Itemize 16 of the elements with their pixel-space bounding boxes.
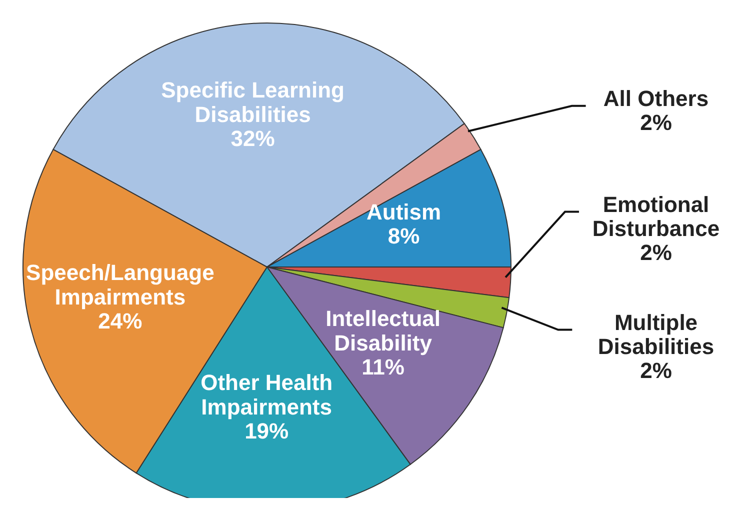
data-label: 32% [230,126,275,151]
data-label: 2% [640,358,672,384]
data-label: 2% [640,240,672,266]
data-label: 11% [362,354,404,380]
slice-label: Emotional Disturbance [592,192,720,241]
slice-label: Other Health Impairments [200,370,333,420]
slice-label: Autism [366,199,442,224]
data-label: 24% [98,308,142,334]
slice-label: Multiple Disabilities [598,310,714,359]
data-label: 19% [244,418,289,444]
slice-label: Intellectual Disability [326,306,441,356]
slice-label: All Others [603,86,709,111]
slice-label: Speech/Language Impairments [26,260,214,310]
data-label: 2% [640,110,672,135]
data-label: 8% [388,224,420,249]
slice-label: Specific Learning Disabilities [161,78,345,127]
